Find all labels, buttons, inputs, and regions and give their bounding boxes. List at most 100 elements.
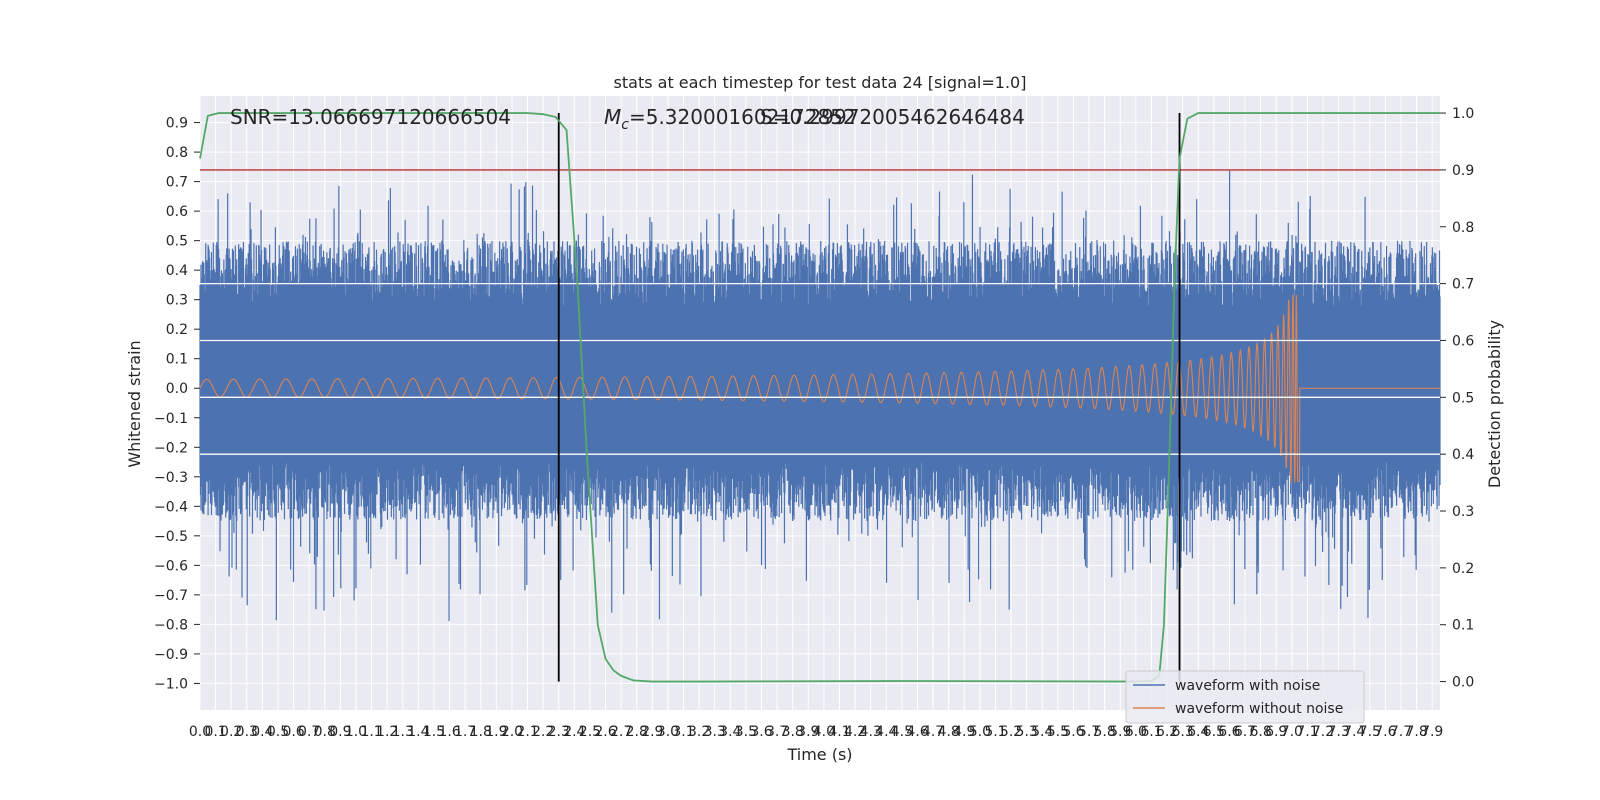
y2-tick-label: 1.0	[1452, 106, 1474, 122]
x-tick-label: 7.5	[1359, 724, 1381, 740]
x-tick-label: 5.2	[1000, 724, 1022, 740]
y-tick-label: 0.1	[166, 352, 188, 368]
snr-annotation: SNR=13.066697120666504	[230, 105, 511, 129]
y-tick-label: 0.8	[166, 145, 188, 161]
x-tick-label: 1.9	[485, 724, 507, 740]
x-tick-label: 5.6	[1062, 724, 1084, 740]
x-axis-ticks: 0.00.10.20.30.40.50.60.70.80.91.01.11.21…	[189, 724, 1443, 740]
x-tick-label: 0.4	[251, 724, 273, 740]
mc-symbol: M	[604, 105, 621, 129]
x-tick-label: 1.2	[376, 724, 398, 740]
mc-subscript: c	[621, 117, 629, 133]
overlap-annotation: S=0.29972005462646484	[760, 105, 1025, 129]
x-tick-label: 6.8	[1249, 724, 1271, 740]
x-tick-label: 0.3	[236, 724, 258, 740]
x-tick-label: 0.2	[220, 724, 242, 740]
overlay-lines	[200, 113, 1440, 682]
x-tick-label: 4.5	[891, 724, 913, 740]
x-tick-label: 6.1	[1140, 724, 1162, 740]
x-tick-label: 3.3	[704, 724, 726, 740]
x-tick-label: 2.1	[516, 724, 538, 740]
x-tick-label: 1.3	[392, 724, 414, 740]
y-tick-label: −0.7	[154, 588, 188, 604]
x-tick-label: 2.3	[548, 724, 570, 740]
x-tick-label: 2.6	[594, 724, 616, 740]
series-detection-probability	[199, 112, 1440, 683]
x-tick-label: 0.5	[267, 724, 289, 740]
x-tick-label: 4.0	[813, 724, 835, 740]
x-tick-label: 0.6	[282, 724, 304, 740]
x-tick-label: 4.9	[953, 724, 975, 740]
x-tick-label: 3.6	[750, 724, 772, 740]
x-tick-label: 7.3	[1327, 724, 1349, 740]
x-tick-label: 4.6	[906, 724, 928, 740]
x-tick-label: 1.7	[454, 724, 476, 740]
x-tick-label: 3.4	[719, 724, 741, 740]
x-tick-label: 7.0	[1281, 724, 1303, 740]
y2-tick-label: 0.3	[1452, 504, 1474, 520]
y-tick-label: 0.0	[166, 381, 188, 397]
x-tick-label: 4.8	[938, 724, 960, 740]
x-tick-label: 2.8	[626, 724, 648, 740]
y-tick-label: −1.0	[154, 676, 188, 692]
y-tick-label: −0.1	[154, 411, 188, 427]
x-tick-label: 5.1	[984, 724, 1006, 740]
y2-tick-label: 0.5	[1452, 390, 1474, 406]
y-tick-label: −0.4	[154, 499, 188, 515]
x-tick-label: 7.2	[1312, 724, 1334, 740]
x-tick-label: 6.5	[1203, 724, 1225, 740]
x-tick-label: 6.6	[1218, 724, 1240, 740]
y2-tick-label: 0.1	[1452, 618, 1474, 634]
x-tick-label: 6.9	[1265, 724, 1287, 740]
y-tick-label: 0.5	[166, 234, 188, 250]
series-waveform-without-noise	[199, 294, 1440, 483]
x-tick-label: 6.4	[1187, 724, 1209, 740]
y2-axis-label: Detection probability	[1485, 320, 1504, 488]
y-tick-label: −0.5	[154, 529, 188, 545]
x-tick-label: 4.1	[828, 724, 850, 740]
y-axis-label: Whitened strain	[125, 340, 144, 467]
clean-waveform-line	[199, 294, 1440, 483]
x-tick-label: 5.0	[969, 724, 991, 740]
x-tick-label: 2.2	[532, 724, 554, 740]
y-tick-label: −0.8	[154, 617, 188, 633]
y2-axis-ticks: 1.0 0.9 0.8 0.7 0.6 0.5 0.4 0.3 0.2 0.1 0.0	[1440, 106, 1474, 691]
x-tick-label: 3.2	[688, 724, 710, 740]
x-tick-label: 3.1	[672, 724, 694, 740]
x-tick-label: 3.9	[797, 724, 819, 740]
y2-tick-label: 0.6	[1452, 333, 1474, 349]
x-tick-label: 4.4	[875, 724, 897, 740]
y-tick-label: 0.6	[166, 204, 188, 220]
y-tick-label: 0.2	[166, 322, 188, 338]
x-tick-label: 1.4	[407, 724, 429, 740]
x-tick-label: 6.0	[1125, 724, 1147, 740]
x-tick-label: 5.3	[1016, 724, 1038, 740]
x-tick-label: 3.7	[766, 724, 788, 740]
x-tick-label: 7.6	[1374, 724, 1396, 740]
y2-tick-label: 0.7	[1452, 277, 1474, 293]
x-tick-label: 3.0	[657, 724, 679, 740]
chart-title: stats at each timestep for test data 24 …	[614, 73, 1027, 92]
x-tick-label: 6.7	[1234, 724, 1256, 740]
x-tick-label: 2.9	[641, 724, 663, 740]
y-tick-label: 0.9	[166, 116, 188, 132]
y-tick-label: −0.3	[154, 470, 188, 486]
x-tick-label: 6.3	[1172, 724, 1194, 740]
y2-tick-label: 0.9	[1452, 163, 1474, 179]
x-tick-label: 5.8	[1094, 724, 1116, 740]
x-tick-label: 1.5	[423, 724, 445, 740]
x-tick-label: 0.8	[314, 724, 336, 740]
x-tick-label: 6.2	[1156, 724, 1178, 740]
x-tick-label: 4.2	[844, 724, 866, 740]
legend-box	[1125, 670, 1365, 724]
x-tick-label: 0.0	[189, 724, 211, 740]
y-tick-label: 0.4	[166, 263, 188, 279]
y-tick-label: −0.9	[154, 647, 188, 663]
y2-tick-label: 0.0	[1452, 675, 1474, 691]
x-tick-label: 2.7	[610, 724, 632, 740]
y2-tick-label: 0.8	[1452, 220, 1474, 236]
legend-entry-noise: waveform with noise	[1175, 678, 1320, 694]
x-tick-label: 3.5	[735, 724, 757, 740]
